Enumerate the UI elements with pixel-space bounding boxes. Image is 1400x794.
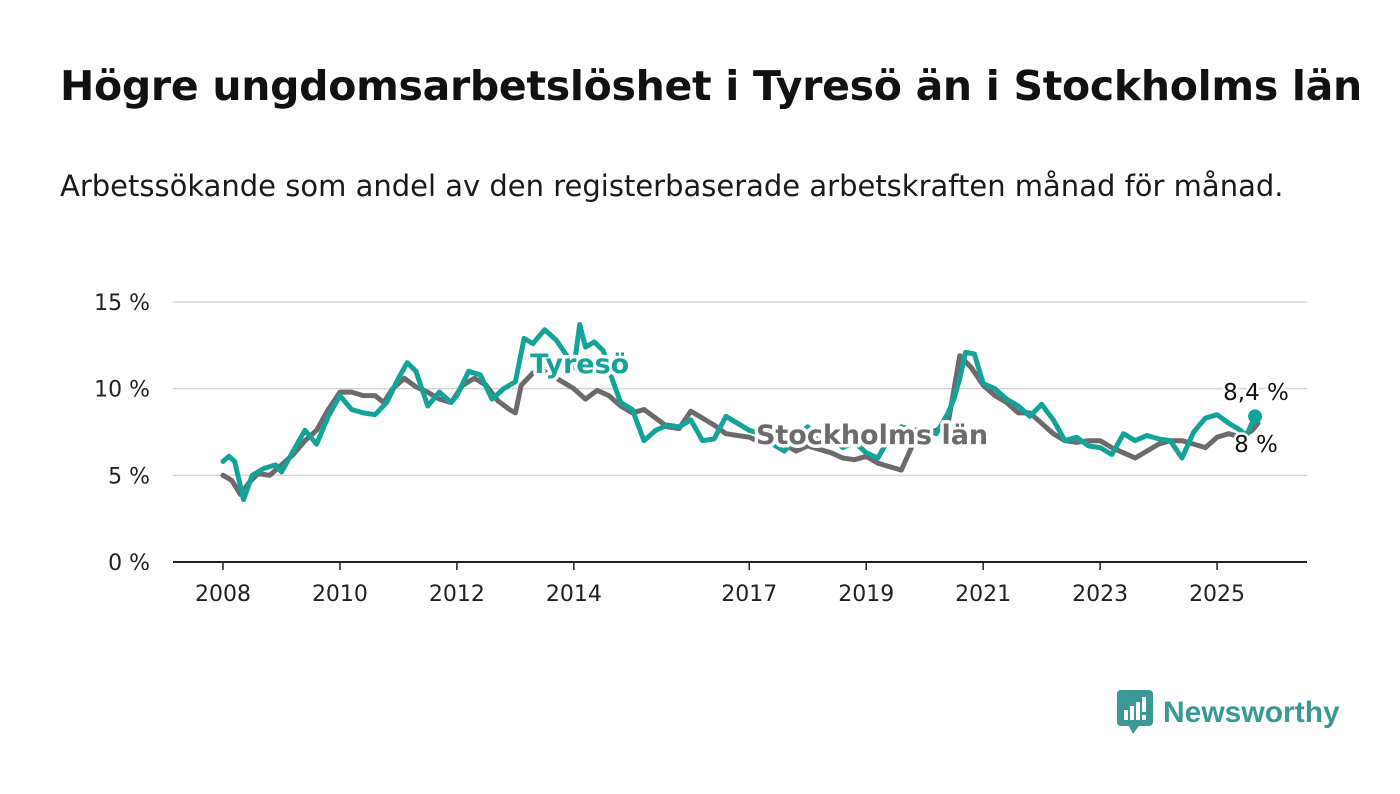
brand-name: Newsworthy bbox=[1163, 696, 1340, 729]
x-axis-ticks: 2008 2010 2012 2014 2017 2019 2021 2023 2025 bbox=[195, 562, 1245, 607]
x-tick-label: 2010 bbox=[312, 582, 368, 607]
series-line-tyresö bbox=[220, 322, 1258, 503]
y-tick-label: 10 % bbox=[94, 378, 150, 403]
chart-subtitle: Arbetssökande som andel av den registerb… bbox=[60, 169, 1284, 203]
x-tick-label: 2019 bbox=[838, 582, 894, 607]
tyreso-end-label: 8,4 % bbox=[1223, 380, 1289, 406]
y-tick-label: 15 % bbox=[94, 291, 150, 316]
newsworthy-logo-icon bbox=[1117, 690, 1153, 734]
y-tick-label: 0 % bbox=[108, 551, 150, 576]
x-tick-label: 2014 bbox=[546, 582, 602, 607]
x-tick-label: 2023 bbox=[1072, 582, 1128, 607]
series-label: Tyresö bbox=[530, 349, 629, 380]
chart-title: Högre ungdomsarbetslöshet i Tyresö än i … bbox=[60, 62, 1362, 110]
y-tick-label: 5 % bbox=[108, 464, 150, 489]
tyreso-end-marker bbox=[1248, 409, 1263, 424]
newsworthy-brand: Newsworthy bbox=[1117, 690, 1340, 736]
x-tick-label: 2025 bbox=[1189, 582, 1245, 607]
series-labels: Tyresö Stockholms län 8,4 % 8 % bbox=[527, 346, 1292, 461]
x-tick-label: 2021 bbox=[955, 582, 1011, 607]
series-lines bbox=[220, 322, 1261, 503]
x-tick-label: 2008 bbox=[195, 582, 251, 607]
y-axis-ticks: 0 % 5 % 10 % 15 % bbox=[94, 291, 150, 576]
x-tick-label: 2012 bbox=[429, 582, 485, 607]
gridlines bbox=[173, 301, 1307, 477]
series-label: Stockholms län bbox=[756, 420, 988, 451]
stockholm-end-label: 8 % bbox=[1234, 432, 1278, 458]
x-tick-label: 2017 bbox=[721, 582, 777, 607]
